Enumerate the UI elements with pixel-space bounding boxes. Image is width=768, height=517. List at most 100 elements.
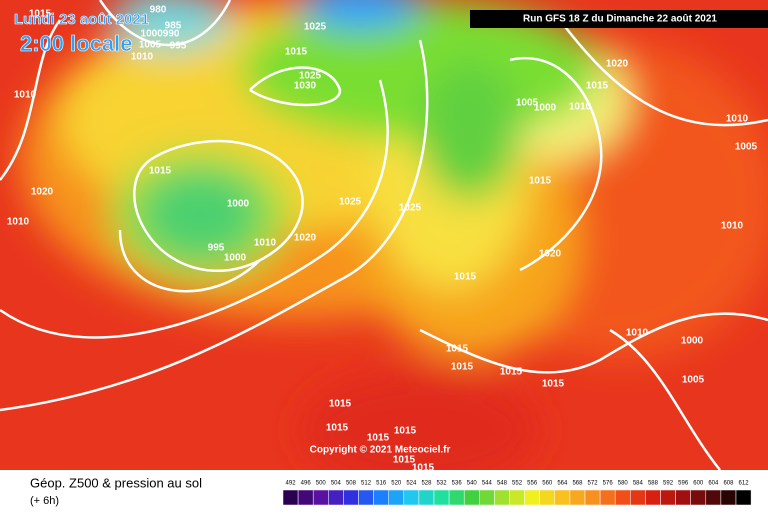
- scale-swatch: [539, 489, 556, 506]
- scale-swatch: [373, 489, 389, 506]
- isobar-label: 1015: [454, 272, 477, 283]
- isobar-label: 1025: [399, 203, 422, 214]
- scale-label: 572: [588, 481, 599, 487]
- isobar-label: 1005: [735, 142, 758, 153]
- isobar-label: 1015: [326, 423, 349, 434]
- isobar: [118, 229, 261, 293]
- scale-label: 568: [572, 481, 583, 487]
- scale-swatch: [448, 489, 465, 506]
- isobar-label: 995: [170, 41, 187, 52]
- isobar-label: 1010: [569, 102, 592, 113]
- scale-swatch: [614, 489, 631, 506]
- legend-title: Géop. Z500 & pression au sol: [30, 475, 202, 490]
- isobar: [249, 66, 342, 107]
- scale-swatch: [358, 489, 374, 506]
- isobar-label: 1010: [626, 328, 649, 339]
- scale-swatch: [403, 489, 420, 506]
- isobars: [0, 0, 768, 471]
- scale-label: 496: [301, 481, 312, 487]
- isobar-label: 1000: [534, 103, 557, 114]
- isobar: [419, 312, 768, 374]
- scale-label: 612: [739, 481, 750, 487]
- scale-label: 556: [527, 481, 538, 487]
- isobar-label: 1020: [606, 59, 629, 70]
- scale-label: 548: [497, 481, 508, 487]
- scale-swatch: [720, 489, 737, 506]
- scale-swatch: [584, 489, 601, 506]
- isobar-label: 1020: [539, 249, 562, 260]
- scale-label: 608: [723, 481, 734, 487]
- scale-swatch: [433, 489, 450, 506]
- scale-label: 576: [603, 481, 614, 487]
- isobar: [133, 139, 304, 272]
- isobar-label: 1010: [254, 238, 277, 249]
- scale-swatch: [645, 489, 661, 506]
- scale-swatch: [494, 489, 510, 506]
- run-info: Run GFS 18 Z du Dimanche 22 août 2021: [523, 14, 717, 25]
- local-time: 2:00 locale: [20, 31, 133, 56]
- scale-label: 516: [376, 481, 387, 487]
- isobar-label: 1015: [329, 399, 352, 410]
- scale-swatch: [509, 489, 525, 506]
- isobar-label: 1015: [29, 9, 52, 20]
- isobar-label: 1010: [721, 221, 744, 232]
- scale-swatch: [479, 489, 495, 506]
- scale-swatch: [388, 489, 405, 506]
- isobar-label: 1025: [304, 22, 327, 33]
- scale-swatch: [524, 489, 540, 506]
- scale-label: 592: [663, 481, 674, 487]
- scale-swatch: [660, 489, 676, 506]
- isobar: [609, 328, 721, 471]
- scale-label: 580: [618, 481, 629, 487]
- isobar-label: 1025: [339, 197, 362, 208]
- isobar-label: 980: [150, 5, 167, 16]
- isobar-label: 1005: [516, 98, 539, 109]
- scale-label: 588: [648, 481, 659, 487]
- scale-label: 500: [316, 481, 327, 487]
- isobar-label: 985: [165, 21, 182, 32]
- isobar-label: 1020: [31, 187, 54, 198]
- isobar-label: 1015: [412, 463, 435, 474]
- legend-subtitle: (+ 6h): [30, 495, 59, 507]
- isobar-label: 1020: [294, 233, 317, 244]
- scale-label: 600: [693, 481, 704, 487]
- scale-swatch: [343, 489, 359, 506]
- isobar-label: 1015: [149, 166, 172, 177]
- isobar-label: 1000: [224, 253, 247, 264]
- isobar-label: 1010: [726, 114, 749, 125]
- isobar-label: 1000990: [141, 29, 180, 40]
- scale-swatch: [418, 489, 435, 506]
- isobar-label: 1015: [586, 81, 609, 92]
- isobar: [98, 0, 232, 47]
- isobar: [559, 19, 768, 127]
- isobar-label: 1030: [294, 81, 317, 92]
- scale-label: 512: [361, 481, 372, 487]
- isobar-label: 1015: [500, 367, 523, 378]
- scale-label: 528: [421, 481, 432, 487]
- scale-swatch: [690, 489, 707, 506]
- copyright: Copyright © 2021 Meteociel.fr: [310, 445, 451, 456]
- scale-swatch: [554, 489, 571, 506]
- isobar-label: 1010: [131, 52, 154, 63]
- color-scale: 492 496 500 504 508 512 516 520 524 528 532 536 540 5…: [282, 481, 752, 506]
- scale-label: 520: [391, 481, 402, 487]
- scale-label: 540: [467, 481, 478, 487]
- isobar: [0, 39, 429, 412]
- scale-label: 508: [346, 481, 357, 487]
- scale-label: 560: [542, 481, 553, 487]
- isobar-label: 1010: [14, 90, 37, 101]
- isobar-label: 1015: [367, 433, 390, 444]
- isobar-label: 1015: [542, 379, 565, 390]
- run-banner: [470, 10, 768, 28]
- isobar-label: 1000: [227, 199, 250, 210]
- isobar-label: 1015: [393, 455, 416, 466]
- scale-swatch: [312, 489, 329, 506]
- scale-label: 536: [452, 481, 463, 487]
- isobar-label: 1005: [682, 375, 705, 386]
- isobar: [0, 79, 389, 339]
- scale-swatch: [599, 489, 616, 506]
- isobar-label: 1025: [299, 71, 322, 82]
